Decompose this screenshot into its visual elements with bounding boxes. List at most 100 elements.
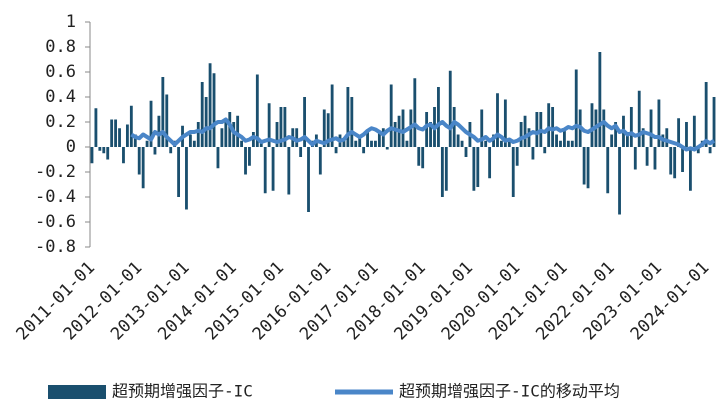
bar — [330, 84, 334, 147]
bar — [204, 97, 208, 147]
bar — [267, 103, 271, 147]
bar — [106, 147, 110, 160]
bar — [271, 147, 275, 191]
bar — [665, 128, 669, 147]
bar — [255, 74, 259, 147]
y-tick-label: 0.8 — [45, 37, 76, 57]
bar — [118, 128, 121, 147]
bar — [496, 93, 499, 147]
bar — [362, 147, 366, 154]
bar — [629, 107, 633, 147]
y-tick-label: -0.4 — [35, 187, 76, 207]
bar — [157, 115, 161, 147]
bar — [559, 140, 562, 147]
bar — [299, 147, 303, 157]
bar — [543, 147, 547, 154]
bar — [598, 52, 602, 147]
bar — [102, 147, 106, 154]
bar — [114, 119, 118, 147]
bar — [192, 140, 196, 147]
bar — [677, 118, 681, 147]
bar — [551, 107, 555, 147]
y-tick-label: -0.8 — [35, 237, 76, 257]
bar — [614, 122, 618, 147]
bar — [326, 113, 330, 147]
bar — [188, 134, 192, 147]
bar — [645, 147, 649, 166]
bar — [440, 147, 444, 197]
bar — [492, 134, 495, 147]
y-tick-label: 0.4 — [45, 87, 76, 107]
bar — [488, 147, 492, 179]
bar — [582, 147, 586, 185]
bar — [94, 108, 98, 147]
bar — [200, 82, 204, 147]
y-tick-label: 0 — [66, 137, 76, 157]
bar — [165, 94, 169, 147]
bar — [303, 97, 306, 147]
bar — [318, 147, 322, 175]
bar — [444, 147, 448, 191]
bar — [681, 147, 684, 172]
bar — [145, 140, 149, 147]
bar — [133, 134, 137, 147]
y-tick-label: 1 — [66, 12, 76, 32]
bar — [641, 128, 645, 147]
bar — [452, 107, 456, 147]
legend-label: 超预期增强因子-IC的移动平均 — [399, 382, 620, 401]
bar — [500, 140, 503, 147]
bar — [425, 112, 429, 147]
bar — [472, 147, 476, 191]
bar — [322, 109, 326, 147]
bar — [122, 147, 125, 164]
bar — [590, 103, 594, 147]
bar — [334, 147, 338, 154]
bar — [555, 134, 558, 147]
bar — [547, 103, 551, 147]
bar — [460, 140, 464, 147]
bar — [507, 140, 511, 147]
bar — [437, 87, 440, 147]
bar — [141, 147, 145, 189]
bar — [688, 147, 692, 191]
bar — [456, 134, 460, 147]
bar — [480, 109, 484, 147]
bar — [421, 147, 425, 169]
bar — [342, 140, 346, 147]
bar — [523, 115, 527, 147]
bar — [149, 100, 153, 147]
bar — [511, 147, 515, 197]
bar — [633, 147, 637, 170]
bar — [566, 140, 570, 147]
bar — [574, 69, 578, 147]
bar — [196, 122, 200, 147]
bar — [696, 147, 700, 154]
bar — [393, 122, 397, 147]
bar — [618, 147, 621, 215]
bar — [413, 78, 417, 147]
bar — [704, 82, 708, 147]
bar — [649, 109, 653, 147]
bar — [685, 122, 688, 147]
bar — [90, 147, 94, 164]
bar — [712, 97, 716, 147]
bar — [563, 128, 566, 147]
bar — [251, 132, 255, 147]
bar — [129, 105, 133, 147]
legend-label: 超预期增强因子-IC — [112, 382, 253, 401]
bar — [370, 140, 373, 147]
bar — [153, 147, 157, 155]
bar — [531, 147, 535, 160]
bar — [244, 147, 247, 175]
bar — [185, 147, 188, 210]
bar — [208, 63, 212, 147]
bar — [287, 147, 291, 195]
bar — [263, 147, 267, 194]
bar — [350, 97, 354, 147]
legend-swatch — [48, 385, 106, 399]
bar — [98, 147, 102, 151]
bar — [625, 132, 629, 147]
bar — [429, 122, 432, 147]
bar — [161, 77, 165, 147]
bar — [216, 147, 220, 169]
